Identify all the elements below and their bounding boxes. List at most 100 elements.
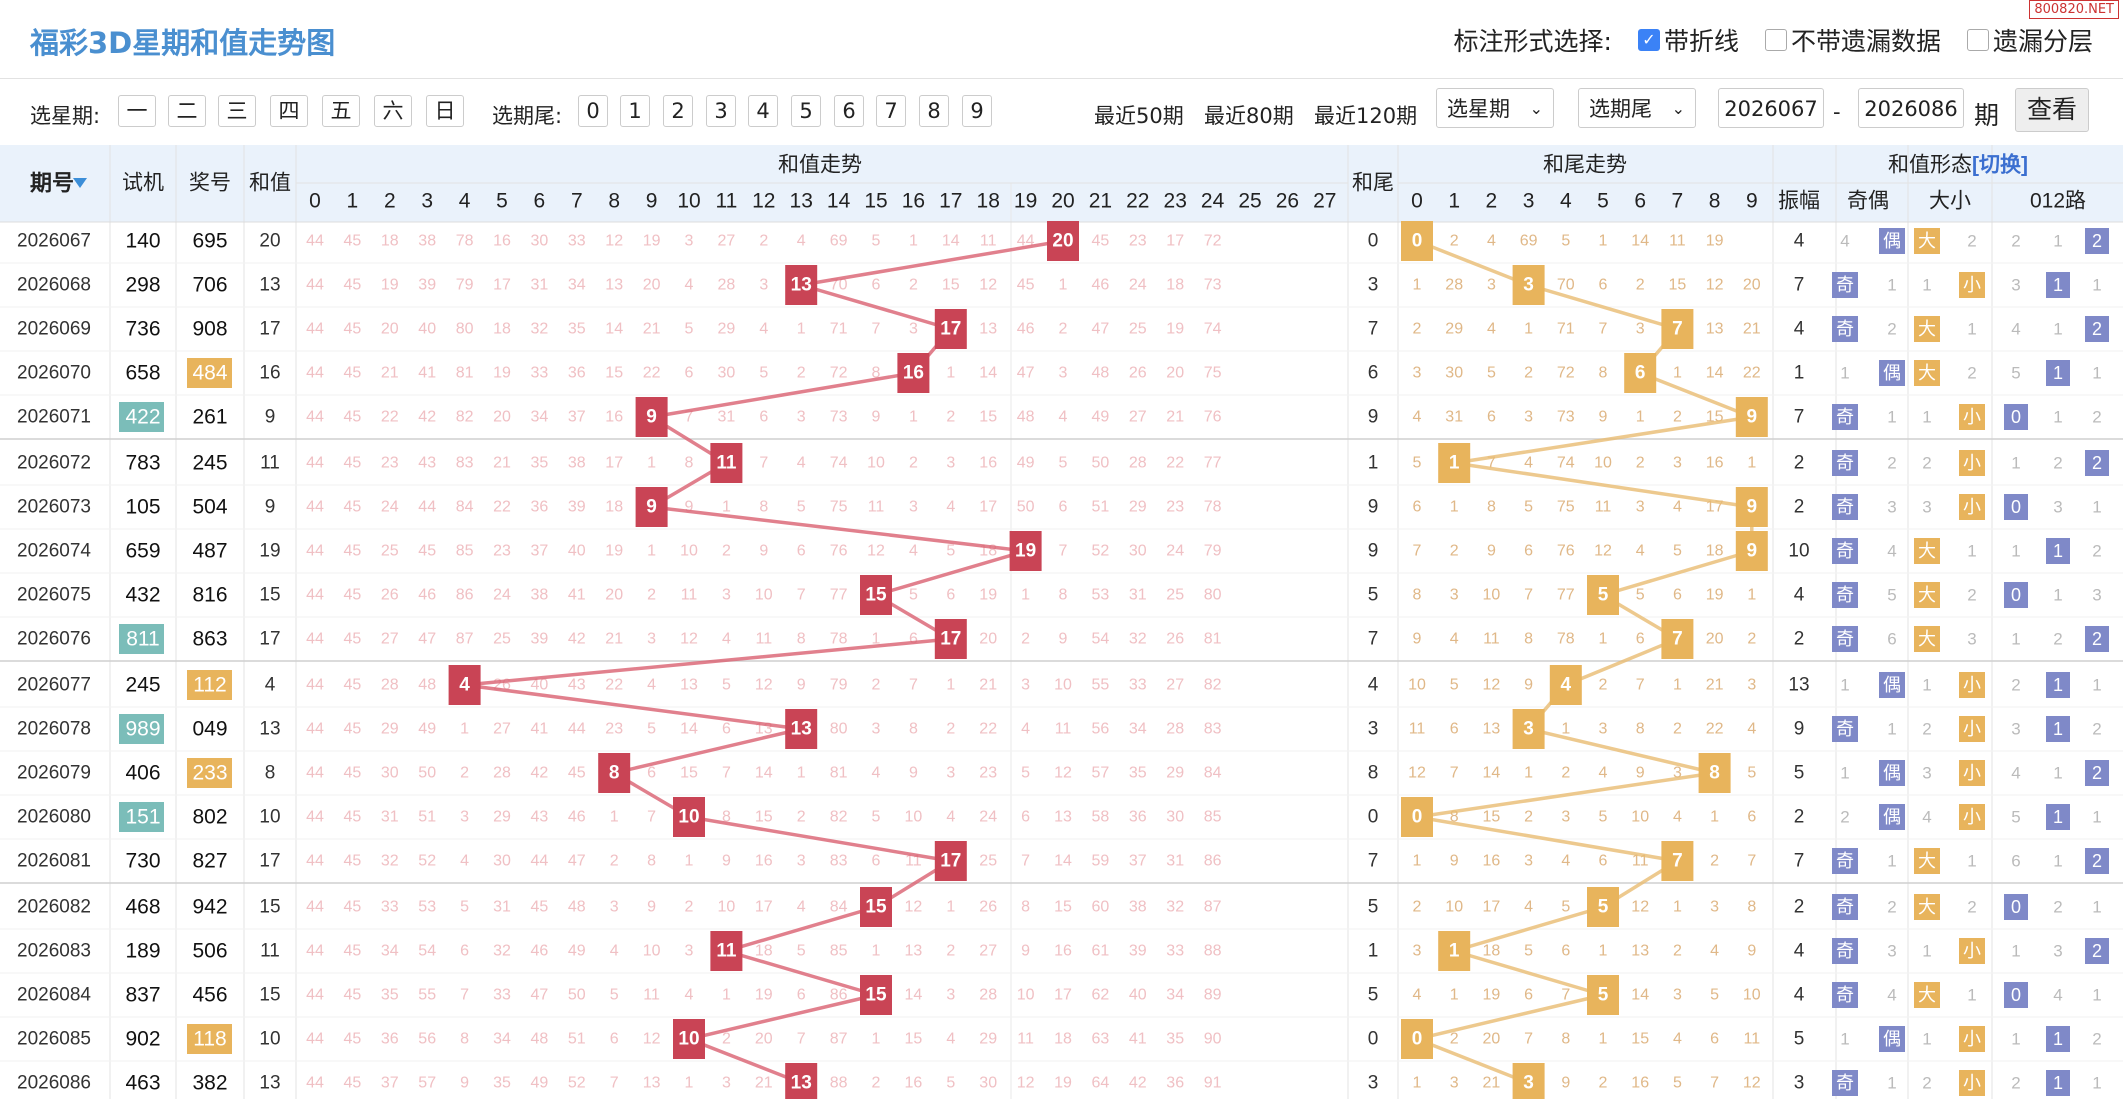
recent50-link[interactable]: 最近50期 (1094, 104, 1184, 128)
sum-miss: 72 (1204, 233, 1222, 250)
tail-ball (1438, 931, 1471, 971)
sum-miss: 7 (460, 987, 469, 1004)
road-tag (2046, 272, 2070, 298)
query-button[interactable]: 查看 (2015, 88, 2089, 132)
sum-miss: 83 (1204, 721, 1222, 738)
tail-miss: 2 (1450, 233, 1459, 250)
sum-miss: 30 (1129, 543, 1147, 560)
odd-even-miss: 2 (1887, 320, 1896, 339)
sum-miss: 6 (797, 543, 806, 560)
sum-miss: 88 (1204, 943, 1222, 960)
week-select[interactable]: 选星期 ⌄ (1436, 88, 1554, 128)
tail-button[interactable]: 4 (748, 95, 778, 127)
tail-ball (1735, 531, 1768, 571)
sum-miss: 22 (493, 499, 511, 516)
sum-cell: 17 (259, 319, 280, 340)
sum-miss: 46 (1092, 277, 1110, 294)
date-from-input[interactable]: 2026067 (1718, 88, 1824, 128)
tail-button[interactable]: 2 (663, 95, 693, 127)
sum-miss: 45 (1092, 233, 1110, 250)
road-tag (2004, 582, 2028, 608)
sum-miss: 10 (905, 809, 923, 826)
test-cell: 189 (125, 940, 160, 963)
sum-miss: 6 (1021, 809, 1030, 826)
sum-miss: 4 (946, 499, 955, 516)
road-label: 2 (2092, 941, 2102, 961)
checkbox-icon[interactable] (1764, 29, 1787, 51)
sum-miss: 6 (685, 365, 694, 382)
odd-even-miss: 1 (1887, 852, 1896, 871)
odd-even-tag (1832, 626, 1858, 652)
road-tag (2046, 1070, 2070, 1096)
odd-even-tag (1832, 938, 1858, 964)
tail-miss: 28 (1445, 277, 1463, 294)
tail-miss: 9 (1599, 409, 1608, 426)
weekday-button[interactable]: 四 (270, 95, 308, 127)
test-highlight (119, 714, 164, 744)
tail-button[interactable]: 1 (620, 95, 650, 127)
weekday-button[interactable]: 六 (374, 95, 412, 127)
tail-button[interactable]: 3 (706, 95, 736, 127)
sum-miss: 6 (797, 987, 806, 1004)
big-small-label: 小 (1963, 407, 1981, 427)
test-cell: 422 (125, 406, 160, 429)
recent120-link[interactable]: 最近120期 (1314, 104, 1418, 128)
tail-button[interactable]: 5 (791, 95, 821, 127)
tail-button[interactable]: 7 (876, 95, 906, 127)
tail-miss: 14 (1483, 765, 1501, 782)
sum-cell: 4 (265, 675, 276, 696)
sum-miss: 3 (909, 321, 918, 338)
tail-miss: 2 (1599, 1075, 1608, 1092)
sum-miss: 16 (755, 853, 773, 870)
tail-miss: 1 (1450, 499, 1459, 516)
option-no-miss[interactable]: 不带遗漏数据 (1764, 22, 1941, 58)
recent80-link[interactable]: 最近80期 (1204, 104, 1294, 128)
tail-select[interactable]: 选期尾 ⌄ (1578, 88, 1696, 128)
tail-ball-label: 7 (1672, 629, 1683, 650)
sum-miss: 35 (1166, 1031, 1184, 1048)
sum-miss: 36 (568, 365, 586, 382)
sum-miss: 45 (1017, 277, 1035, 294)
option-polyline[interactable]: ✓ 带折线 (1637, 22, 1739, 58)
sum-ball-label: 10 (678, 807, 699, 828)
sum-miss: 28 (1129, 455, 1147, 472)
sum-miss: 45 (568, 765, 586, 782)
sum-axis-tick: 25 (1238, 190, 1261, 213)
checkbox-icon[interactable] (1966, 29, 1989, 51)
amp-cell: 7 (1794, 851, 1805, 872)
tail-miss: 5 (1710, 987, 1719, 1004)
date-to-input[interactable]: 2026086 (1858, 88, 1964, 128)
weekday-button[interactable]: 五 (322, 95, 360, 127)
weekday-button[interactable]: 日 (426, 95, 464, 127)
checkbox-checked-icon[interactable]: ✓ (1637, 29, 1660, 51)
test-cell: 811 (126, 628, 159, 651)
tail-miss: 5 (1561, 233, 1570, 250)
amp-cell: 2 (1794, 897, 1805, 918)
odd-even-tag (1832, 272, 1858, 298)
sum-ball (785, 265, 818, 305)
option-miss-layer[interactable]: 遗漏分层 (1966, 22, 2093, 58)
weekday-button[interactable]: 二 (168, 95, 206, 127)
sum-miss: 9 (722, 853, 731, 870)
tail-button[interactable]: 9 (962, 95, 992, 127)
sum-miss: 13 (905, 943, 923, 960)
issue-cell: 2026081 (17, 851, 91, 872)
tail-ball-label: 5 (1598, 985, 1609, 1006)
big-small-tag (1959, 716, 1985, 742)
weekday-button[interactable]: 三 (218, 95, 256, 127)
road-tag (2046, 1026, 2070, 1052)
big-small-label: 大 (1918, 541, 1936, 561)
weekday-button[interactable]: 一 (118, 95, 156, 127)
sum-miss: 5 (797, 499, 806, 516)
big-small-miss: 2 (1967, 898, 1976, 917)
tail-button[interactable]: 0 (578, 95, 608, 127)
tail-button[interactable]: 6 (834, 95, 864, 127)
sum-ball (673, 1019, 705, 1059)
sum-miss: 11 (1055, 721, 1072, 738)
road-miss: 3 (2053, 498, 2062, 517)
tail-button[interactable]: 8 (919, 95, 949, 127)
big-small-tag (1914, 228, 1940, 254)
road-miss: 3 (2011, 720, 2020, 739)
sum-miss: 49 (418, 721, 436, 738)
sum-miss: 44 (306, 233, 324, 250)
